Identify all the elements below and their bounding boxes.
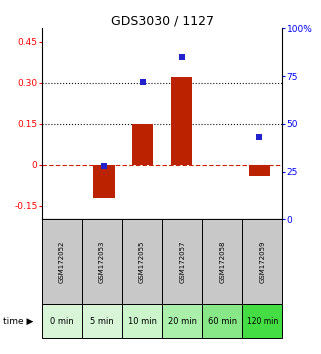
Text: GSM172057: GSM172057 [179, 241, 185, 283]
Text: 120 min: 120 min [247, 317, 278, 326]
Bar [42, 219, 82, 304]
Bar [162, 304, 202, 338]
Text: GSM172059: GSM172059 [259, 241, 265, 283]
Bar [202, 304, 242, 338]
Bar [162, 219, 202, 304]
Text: GSM172053: GSM172053 [99, 241, 105, 283]
Bar [248, 165, 270, 176]
Text: GSM172055: GSM172055 [139, 241, 145, 283]
Bar [82, 304, 122, 338]
Bar [202, 219, 242, 304]
Text: time ▶: time ▶ [3, 317, 34, 326]
Bar [171, 78, 192, 165]
Title: GDS3030 / 1127: GDS3030 / 1127 [111, 14, 213, 27]
Text: 20 min: 20 min [168, 317, 197, 326]
Bar [132, 124, 153, 165]
Text: 10 min: 10 min [127, 317, 157, 326]
Text: 60 min: 60 min [208, 317, 237, 326]
Bar [242, 304, 282, 338]
Text: 0 min: 0 min [50, 317, 74, 326]
Text: 5 min: 5 min [90, 317, 114, 326]
Bar [42, 304, 82, 338]
Bar [93, 165, 115, 198]
Bar [122, 219, 162, 304]
Text: GSM172052: GSM172052 [59, 241, 65, 283]
Bar [122, 304, 162, 338]
Text: GSM172058: GSM172058 [219, 241, 225, 283]
Bar [242, 219, 282, 304]
Bar [82, 219, 122, 304]
